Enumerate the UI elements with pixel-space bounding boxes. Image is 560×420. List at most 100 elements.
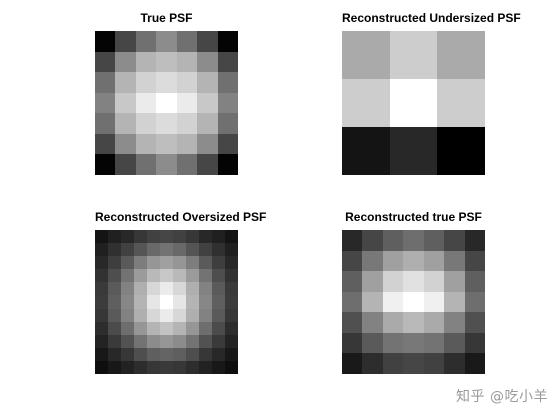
psf-pixel: [444, 271, 465, 292]
psf-pixel: [382, 271, 404, 292]
psf-pixel: [225, 321, 238, 335]
psf-pixel: [212, 347, 225, 361]
psf-pixel: [95, 31, 116, 52]
psf-pixel: [197, 154, 218, 175]
psf-pixel: [176, 113, 198, 134]
psf-pixel: [197, 92, 218, 114]
psf-pixel: [134, 360, 147, 374]
psf-pixel: [160, 308, 173, 322]
psf-pixel: [156, 133, 177, 155]
psf-pixel: [197, 31, 218, 52]
psf-pixel: [176, 31, 198, 52]
psf-pixel: [115, 51, 136, 73]
psf-pixel: [362, 230, 383, 251]
psf-pixel: [135, 92, 157, 114]
psf-pixel: [186, 360, 199, 374]
psf-pixel: [389, 31, 438, 79]
psf-pixel: [212, 230, 225, 244]
psf-pixel: [135, 31, 157, 52]
psf-pixel: [135, 51, 157, 73]
psf-pixel: [121, 360, 134, 374]
psf-pixel: [199, 282, 212, 296]
psf-pixel: [199, 295, 212, 309]
psf-pixel: [217, 92, 238, 114]
psf-pixel: [173, 347, 186, 361]
psf-pixel: [108, 321, 121, 335]
psf-pixel: [108, 269, 121, 283]
psf-pixel: [197, 113, 218, 134]
psf-pixel: [115, 113, 136, 134]
true-recon-psf-panel: Reconstructed true PSF: [342, 210, 485, 374]
true-psf-panel: True PSF: [95, 11, 238, 175]
psf-pixel: [173, 243, 186, 257]
psf-pixel: [444, 230, 465, 251]
psf-pixel: [186, 282, 199, 296]
psf-pixel: [95, 308, 108, 322]
psf-pixel: [225, 269, 238, 283]
psf-pixel: [176, 72, 198, 93]
psf-pixel: [176, 133, 198, 155]
psf-pixel: [225, 334, 238, 348]
psf-pixel: [121, 334, 134, 348]
psf-pixel: [160, 295, 173, 309]
psf-pixel: [147, 282, 160, 296]
psf-pixel: [121, 243, 134, 257]
psf-pixel: [147, 308, 160, 322]
psf-pixel: [217, 51, 238, 73]
psf-pixel: [197, 133, 218, 155]
psf-pixel: [95, 256, 108, 270]
true-psf-title: True PSF: [140, 11, 193, 25]
psf-pixel: [342, 79, 390, 127]
oversized-psf-title: Reconstructed Oversized PSF: [95, 210, 267, 224]
psf-pixel: [382, 353, 404, 374]
psf-pixel: [173, 321, 186, 335]
psf-pixel: [147, 347, 160, 361]
psf-pixel: [176, 51, 198, 73]
psf-pixel: [212, 269, 225, 283]
psf-pixel: [95, 269, 108, 283]
psf-pixel: [176, 92, 198, 114]
psf-pixel: [134, 308, 147, 322]
psf-pixel: [464, 250, 485, 272]
psf-pixel: [342, 230, 363, 251]
psf-pixel: [382, 291, 404, 313]
psf-pixel: [212, 308, 225, 322]
psf-pixel: [134, 230, 147, 244]
psf-pixel: [134, 243, 147, 257]
undersized-psf-title: Reconstructed Undersized PSF: [342, 11, 521, 25]
oversized-psf-image: [95, 230, 238, 374]
psf-pixel: [403, 271, 424, 292]
psf-pixel: [362, 291, 383, 313]
psf-pixel: [160, 360, 173, 374]
psf-pixel: [423, 250, 445, 272]
psf-pixel: [212, 282, 225, 296]
psf-pixel: [108, 308, 121, 322]
psf-pixel: [156, 51, 177, 73]
psf-pixel: [225, 295, 238, 309]
psf-pixel: [95, 360, 108, 374]
psf-pixel: [108, 256, 121, 270]
psf-pixel: [362, 271, 383, 292]
psf-pixel: [121, 256, 134, 270]
psf-pixel: [176, 154, 198, 175]
psf-pixel: [156, 31, 177, 52]
psf-pixel: [134, 282, 147, 296]
psf-pixel: [95, 154, 116, 175]
psf-pixel: [199, 321, 212, 335]
true-psf-image: [95, 31, 238, 175]
psf-pixel: [186, 230, 199, 244]
psf-pixel: [108, 360, 121, 374]
psf-pixel: [147, 243, 160, 257]
psf-pixel: [199, 347, 212, 361]
psf-pixel: [464, 353, 485, 374]
oversized-psf-panel: Reconstructed Oversized PSF: [95, 210, 266, 374]
psf-pixel: [342, 127, 390, 175]
psf-pixel: [212, 334, 225, 348]
psf-pixel: [160, 230, 173, 244]
psf-pixel: [199, 308, 212, 322]
psf-pixel: [173, 334, 186, 348]
psf-pixel: [225, 308, 238, 322]
psf-pixel: [156, 92, 177, 114]
psf-pixel: [423, 230, 445, 251]
psf-pixel: [186, 347, 199, 361]
